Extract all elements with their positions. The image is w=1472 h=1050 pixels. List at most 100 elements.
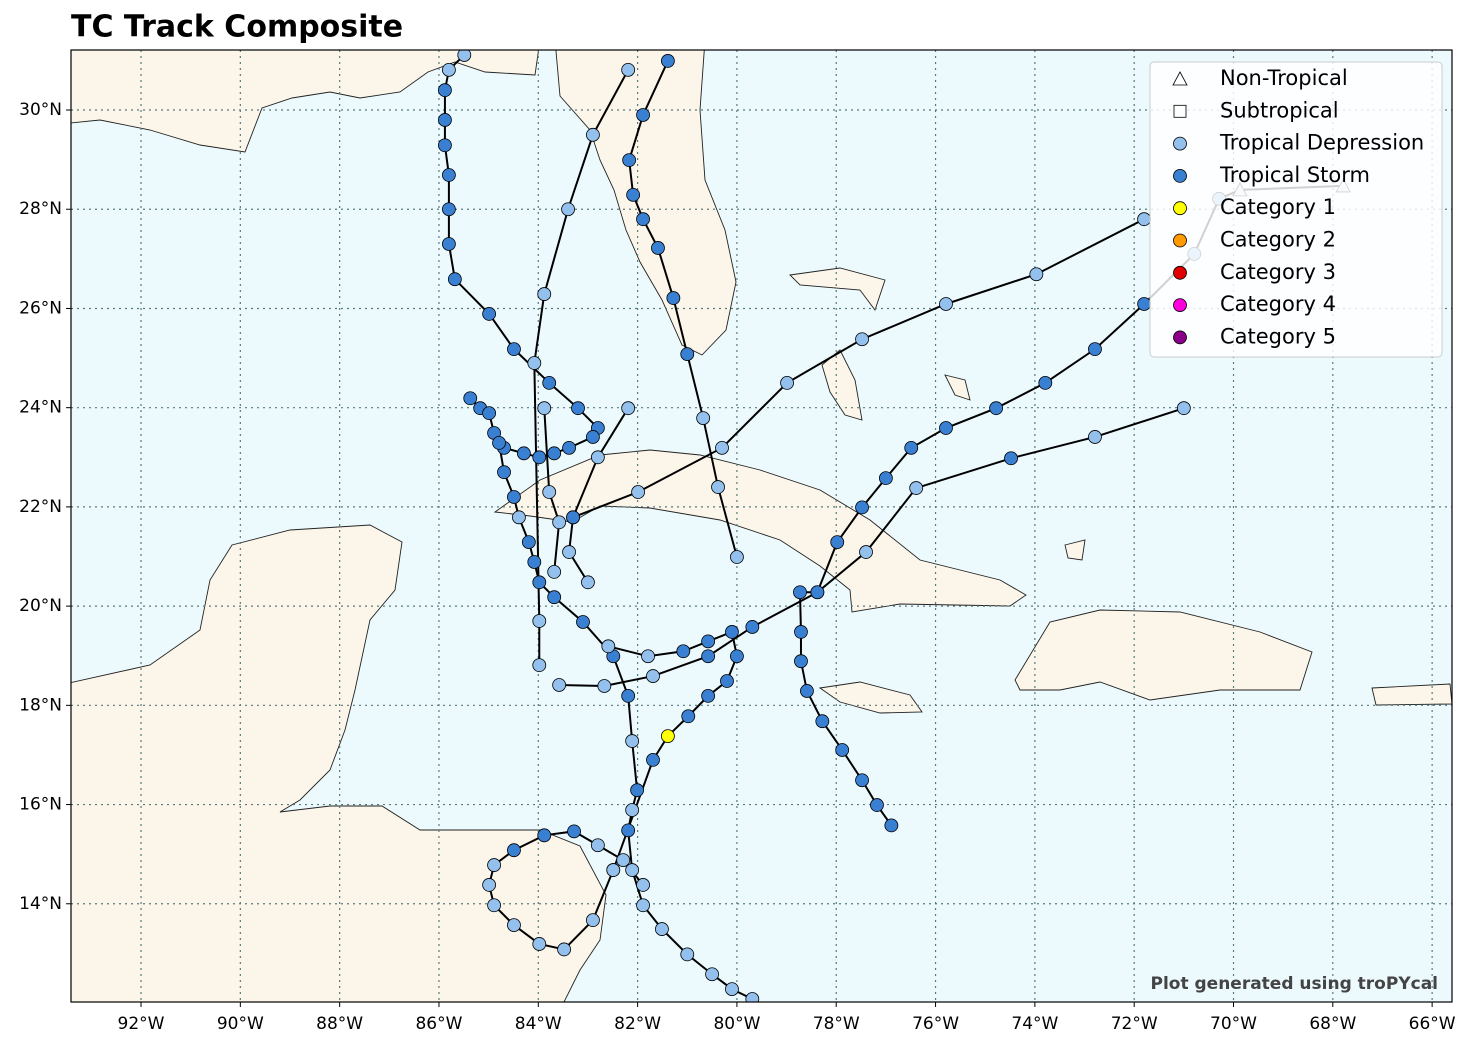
track-point [547,446,562,461]
track-point [855,500,869,515]
track-point [507,918,521,933]
track-point [794,654,808,669]
track-point [527,555,542,569]
track-point [1029,267,1044,282]
track-point [442,202,456,217]
track-point [800,684,814,698]
track-point [606,863,621,877]
track-point [676,644,691,659]
legend-label: Category 3 [1220,260,1336,284]
track-point [651,241,665,255]
y-tick-label: 22°N [19,497,62,517]
track-point [701,689,716,703]
track-point [794,625,808,639]
track-point [532,575,547,590]
track-line [572,218,1145,519]
track-point [521,535,536,550]
track-point [636,898,650,913]
track-point [567,824,581,839]
track-point [438,83,452,98]
track-point [487,858,501,872]
track-point [660,729,675,743]
track-point [1038,375,1053,390]
track-point [532,450,547,465]
track-point [655,922,669,936]
track-point [442,62,456,77]
track-point [507,490,521,504]
x-tick-label: 88°W [316,1014,363,1034]
track-point [939,421,953,435]
legend-label: Category 4 [1220,292,1336,316]
track-point [855,332,869,347]
track-point [586,913,600,928]
track-point [616,853,631,868]
credit: Plot generated using troPYcal [1150,974,1438,994]
track-point [745,992,760,1002]
track-point [904,440,919,455]
plot-frame [70,49,1453,1003]
track-point [537,828,552,843]
track-point [815,714,830,729]
legend-marker [1173,298,1187,313]
track-point [660,54,675,68]
track-point [636,212,650,227]
track-point [438,113,452,127]
track-point [859,545,873,559]
track-point [532,614,547,628]
x-tick-label: 78°W [813,1014,860,1034]
legend-marker [1173,104,1187,118]
legend-label: Tropical Depression [1219,131,1424,155]
track-point [447,272,462,287]
map-title: TC Track Composite [71,10,403,45]
legend-marker [1173,330,1187,345]
track-point [780,375,794,390]
track-point [696,411,711,426]
track-point [512,510,526,525]
track-point [621,401,636,416]
track-point [680,347,695,362]
x-tick-label: 74°W [1011,1014,1058,1034]
track-point [725,625,739,639]
legend-marker [1173,265,1187,280]
land [71,50,1452,1002]
track-point [507,843,521,858]
legend-label: Subtropical [1220,98,1339,122]
track-point [482,406,497,421]
track-point [1088,342,1102,357]
track-point [463,391,478,406]
track-point [581,575,595,590]
track-point [909,481,924,495]
track-point [681,709,696,724]
track-point [701,649,716,664]
track-point [601,639,616,654]
track-point [557,942,572,957]
track-point [701,634,716,649]
track-point [586,430,600,444]
legend-marker [1173,136,1187,151]
track-point [646,753,660,767]
track-point [532,658,547,673]
legend-marker [1173,233,1187,248]
track-point [552,515,567,530]
legend-label: Tropical Storm [1219,163,1370,187]
track-point [537,401,552,416]
track-point [1088,430,1102,444]
track-point [547,590,562,605]
x-tick-label: 80°W [713,1014,760,1034]
track-point [621,823,636,838]
track-point [646,669,660,683]
legend-label: Category 2 [1220,228,1336,252]
track-point [1176,401,1191,416]
track-point [621,62,636,77]
track-point [442,237,456,251]
track-point [878,471,893,486]
x-tick-label: 82°W [614,1014,661,1034]
track-point [590,838,605,853]
y-tick-label: 14°N [19,894,62,914]
track-point [626,187,641,202]
track-point [884,818,899,833]
track-point [1137,297,1152,311]
track-point [1137,212,1152,227]
legend-label: Category 1 [1220,195,1336,219]
y-tick-label: 24°N [19,398,62,418]
